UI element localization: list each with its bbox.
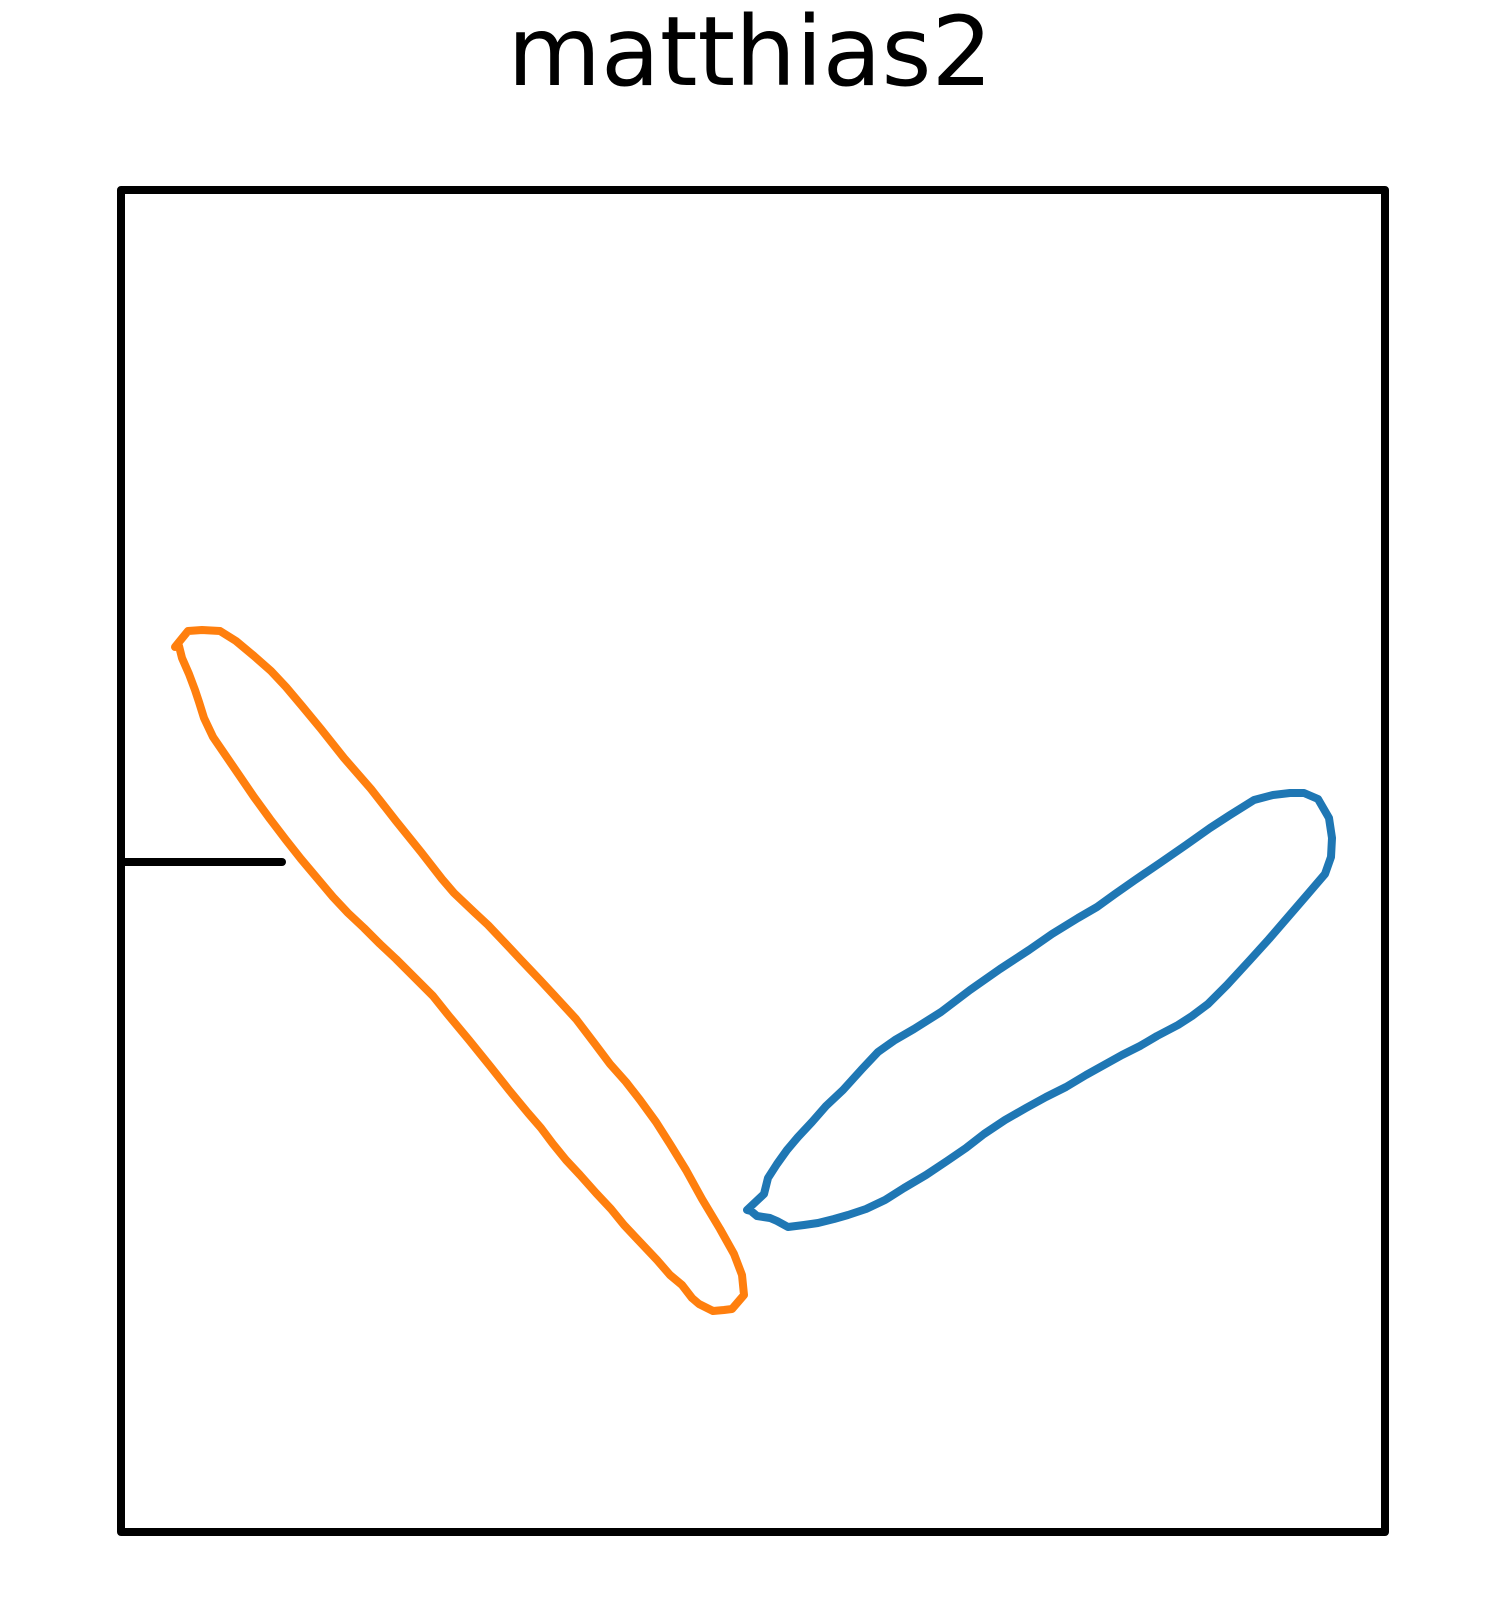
page-title: matthias2 (507, 0, 993, 108)
orange-elongated-loop (171, 626, 748, 1315)
blue-elongated-loop (743, 789, 1336, 1231)
frame-box (117, 186, 1389, 1536)
